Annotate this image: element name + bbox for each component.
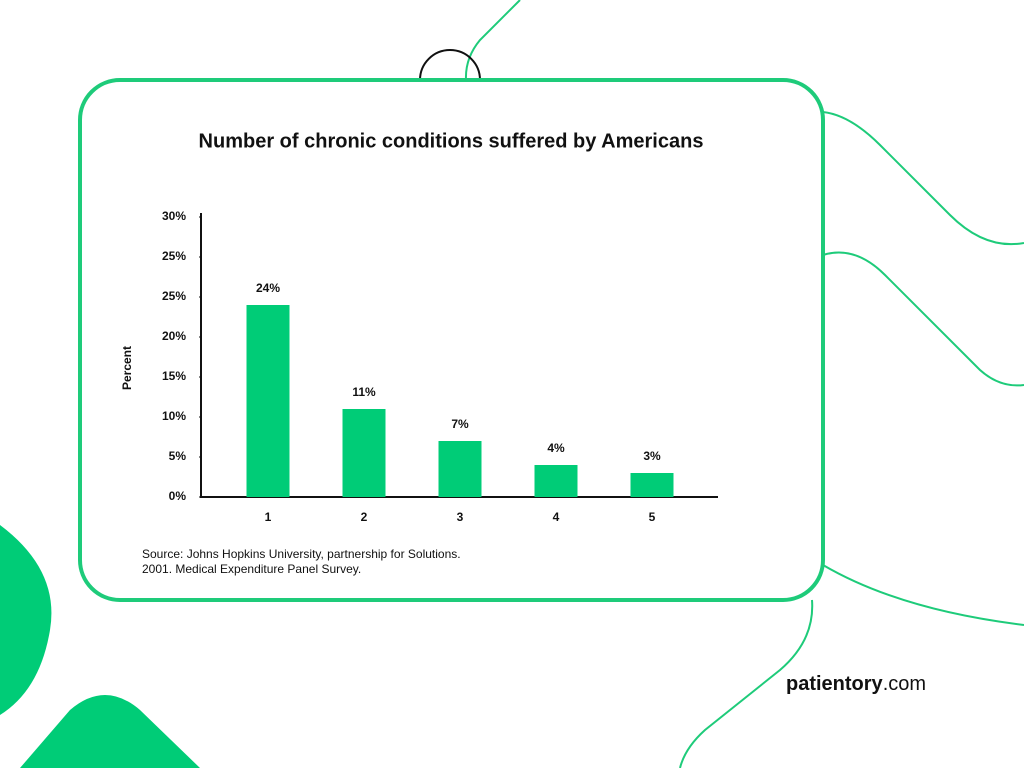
bar <box>246 305 290 497</box>
chart-title: Number of chronic conditions suffered by… <box>199 130 704 152</box>
bar <box>630 473 674 497</box>
y-tick-label: 15% <box>162 369 186 383</box>
x-tick-label: 5 <box>649 510 656 524</box>
y-tick-label: 25% <box>162 249 186 263</box>
source: 2001. Medical Expenditure Panel Survey. <box>142 562 361 576</box>
bar <box>534 465 578 497</box>
source: Source: Johns Hopkins University, partne… <box>142 547 461 561</box>
decoration <box>419 49 481 81</box>
y-tick-label: 30% <box>162 209 186 223</box>
x-tick-label: 1 <box>265 510 272 524</box>
bar <box>438 441 482 497</box>
data-label: 24% <box>256 281 280 295</box>
data-label: 11% <box>352 385 376 399</box>
decoration <box>464 0 1024 768</box>
decoration <box>20 695 200 768</box>
x-tick-label: 3 <box>457 510 464 524</box>
decoration <box>0 525 52 715</box>
y-tick-label: 10% <box>162 409 186 423</box>
data-label: 7% <box>451 417 469 431</box>
brand-name: patientory <box>786 673 884 695</box>
y-axis-label: Percent <box>120 346 134 390</box>
x-tick-label: 4 <box>553 510 560 524</box>
brand-domain: .com <box>883 673 926 695</box>
x-tick-label: 2 <box>361 510 368 524</box>
y-tick-label: 5% <box>169 449 187 463</box>
brand: patientory.com <box>786 673 926 695</box>
y-tick-label: 20% <box>162 329 186 343</box>
bar <box>342 409 386 497</box>
data-label: 4% <box>547 441 565 455</box>
y-tick-label: 25% <box>162 289 186 303</box>
data-label: 3% <box>643 449 661 463</box>
card <box>78 78 825 602</box>
y-tick-label: 0% <box>169 489 187 503</box>
